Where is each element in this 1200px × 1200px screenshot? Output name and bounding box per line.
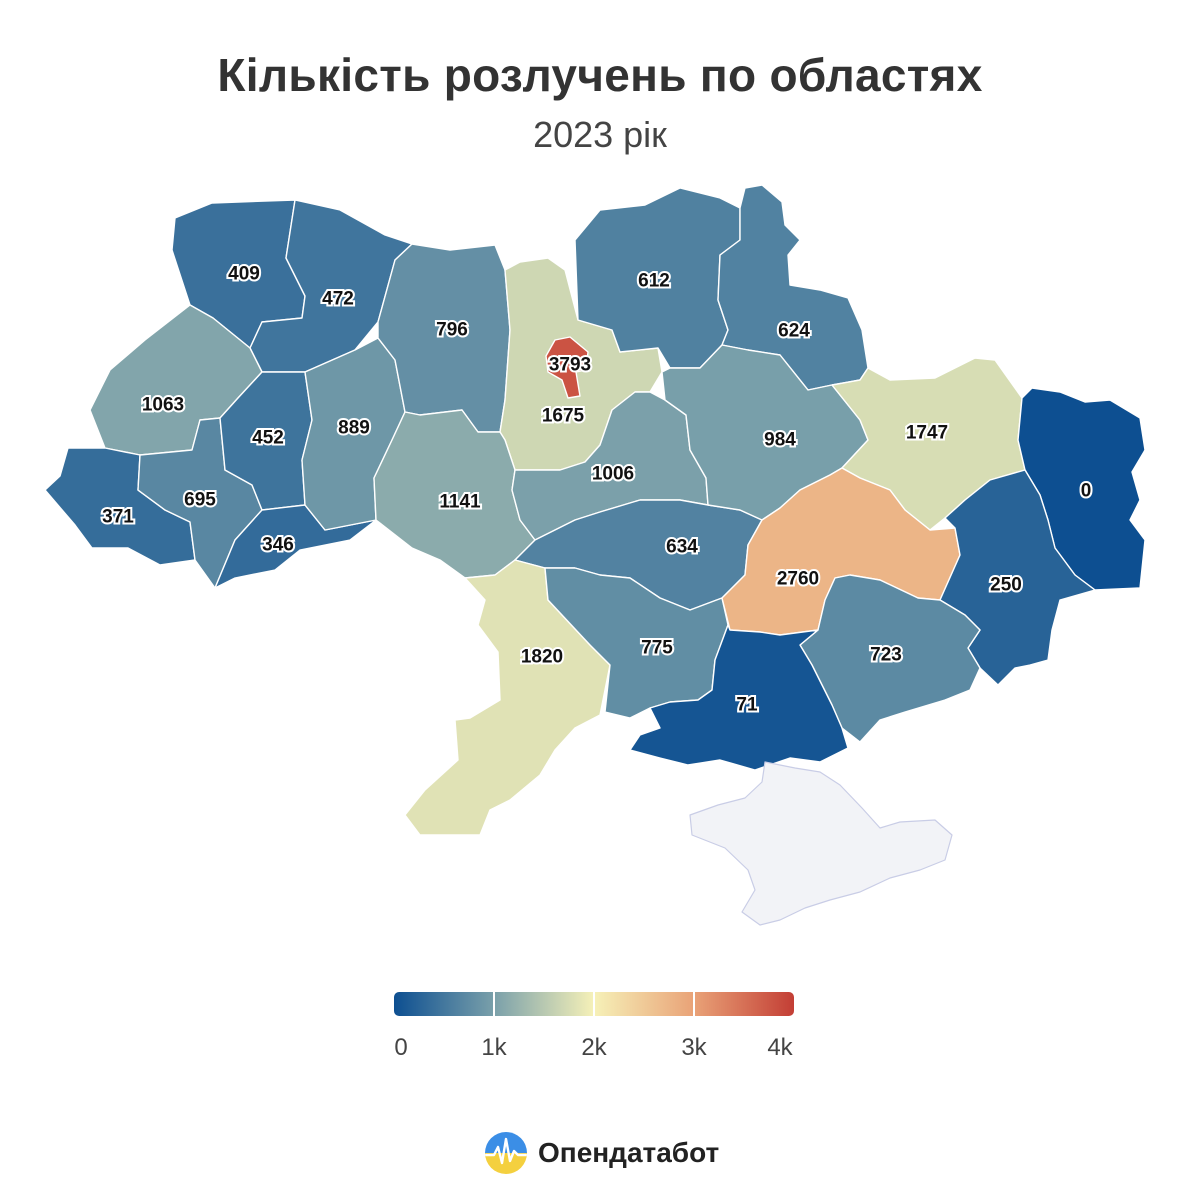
label-volyn: 409 [228, 264, 260, 285]
label-ivano-frankivsk: 695 [184, 490, 216, 511]
label-sumy: 624 [778, 321, 810, 342]
label-ternopil: 452 [252, 428, 284, 449]
opendatabot-logo-icon [485, 1132, 527, 1174]
label-zaporizhzhia: 723 [870, 645, 902, 666]
region-crimea[interactable] [689, 761, 953, 926]
map-labels: 409 472 1063 452 889 796 3793 1675 612 6… [100, 262, 1093, 718]
label-zakarpattia: 371 [102, 507, 134, 528]
label-kirovohrad: 634 [666, 537, 698, 558]
chart-subtitle: 2023 рік [533, 114, 667, 155]
label-kyiv-oblast: 1675 [542, 406, 585, 427]
label-cherkasy: 1006 [592, 464, 634, 485]
chart-title: Кількість розлучень по областях [217, 49, 983, 101]
brand: Опендатабот [484, 1130, 719, 1176]
label-chernivtsi: 346 [262, 535, 294, 556]
label-lviv: 1063 [142, 395, 184, 416]
legend-tick-mark [693, 992, 695, 1016]
label-rivne: 472 [322, 289, 354, 310]
legend-label: 4k [767, 1034, 793, 1061]
label-donetsk: 250 [990, 575, 1022, 596]
label-luhansk: 0 [1081, 481, 1092, 502]
legend-gradient-bar [394, 992, 794, 1016]
legend-label: 3k [681, 1034, 707, 1061]
label-khmelnytskyi: 889 [338, 418, 370, 439]
legend-label: 2k [581, 1034, 607, 1061]
label-poltava: 984 [764, 430, 796, 451]
legend-labels: 0 1k 2k 3k 4k [394, 1034, 794, 1064]
brand-name: Опендатабот [538, 1137, 720, 1168]
legend-label: 0 [394, 1034, 408, 1061]
color-legend: 0 1k 2k 3k 4k [394, 992, 794, 1064]
label-vinnytsia: 1141 [439, 492, 481, 513]
label-odesa: 1820 [521, 647, 563, 668]
label-dnipropetrovsk: 2760 [777, 569, 819, 590]
legend-tick-mark [493, 992, 495, 1016]
label-chernihiv: 612 [638, 271, 670, 292]
region-kyiv-city[interactable] [545, 336, 589, 399]
map-regions [44, 184, 1146, 926]
legend-tick-mark [593, 992, 595, 1016]
legend-label: 1k [481, 1034, 507, 1061]
label-kyiv-city: 3793 [549, 355, 591, 376]
label-kharkiv: 1747 [906, 423, 948, 444]
label-mykolaiv: 775 [641, 638, 673, 659]
label-kherson: 71 [736, 695, 758, 716]
region-kherson[interactable] [629, 624, 849, 771]
label-zhytomyr: 796 [436, 320, 468, 341]
